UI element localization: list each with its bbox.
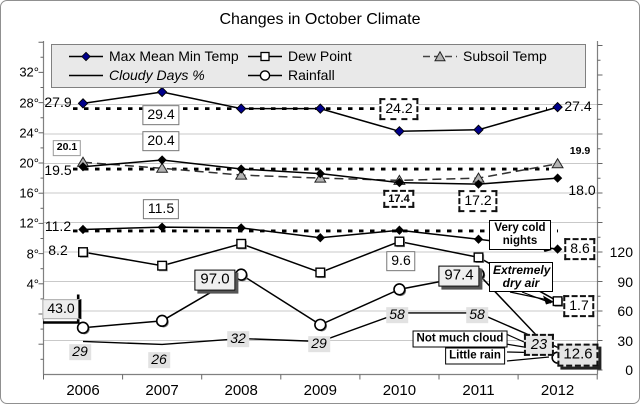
point-subsoil-temp-2008 [234,169,248,180]
legend-entry-label: Max Mean Min Temp [109,48,239,64]
point-rainfall-2010 [393,283,406,296]
point-min-temp-2009 [315,233,325,243]
leader-little-rain [506,356,550,362]
point-max-temp-2008 [235,103,247,114]
point-max-temp-2011 [473,124,484,136]
point-mean-temp-2010 [394,177,405,188]
chart-title: Changes in October Climate [219,11,421,28]
point-dew-point-2009 [315,267,326,278]
legend-entry-dew-point: Dew Point [247,48,352,64]
leader-not-much-cloud [505,343,525,348]
legend-entry-label: Cloudy Days % [109,67,205,83]
point-mean-temp-2011 [473,179,484,189]
point-dew-point-2010 [394,236,405,247]
legend-entry-subsoil-temp: Subsoil Temp [422,48,547,64]
chart-legend: Max Mean Min Temp Dew Point Subsoil Temp Cl… [51,44,586,88]
point-max-temp-2012 [552,101,563,113]
legend-entry-rainfall: Rainfall [247,67,335,83]
point-max-temp-2006 [77,98,89,109]
legend-square-marker-icon [248,51,282,61]
legend-entry-label: Dew Point [288,48,352,64]
point-mean-temp-2009 [315,168,325,179]
arrow-extremely-dry-air-head [543,295,554,305]
point-rainfall-2007 [155,314,169,328]
legend-entry-cloudy-days-: Cloudy Days % [68,67,205,83]
point-rainfall-2008 [235,268,248,281]
legend-entry-max-mean-min-temp: Max Mean Min Temp [68,48,239,64]
leader-not-much-cloud [505,333,525,343]
leader-little-rain [506,351,550,354]
point-dew-point-2008 [236,238,247,249]
legend-line-marker-icon [69,74,103,76]
point-min-temp-2012 [552,244,563,254]
legend-entry-label: Subsoil Temp [463,48,547,64]
point-min-temp-2007 [157,222,167,232]
point-rainfall-2012 [551,351,564,364]
point-max-temp-2007 [156,86,168,98]
legend-entry-label: Rainfall [288,67,335,83]
point-max-temp-2010 [394,126,405,137]
point-rainfall-2009 [314,318,327,331]
point-min-temp-2008 [236,223,246,233]
arrow-extremely-dry-air [509,291,549,301]
point-mean-temp-2006 [78,162,88,172]
point-min-temp-2011 [473,234,484,244]
point-rainfall-2006 [76,321,90,334]
point-mean-temp-2012 [552,173,563,183]
point-min-temp-2006 [78,224,88,235]
point-min-temp-2010 [394,225,405,235]
legend-triangle-marker-icon [423,50,457,61]
point-max-temp-2009 [315,103,326,114]
point-dew-point-2007 [157,260,168,271]
point-dew-point-2006 [77,247,88,258]
legend-diamond-marker-icon [69,51,103,61]
point-mean-temp-2007 [157,155,167,165]
point-dew-point-2011 [473,252,484,263]
point-dew-point-2012 [552,296,563,307]
point-subsoil-temp-2007 [155,162,169,173]
point-subsoil-temp-2012 [551,157,564,169]
point-mean-temp-2008 [236,164,246,174]
legend-circle-marker-icon [248,69,282,81]
point-rainfall-2011 [472,268,485,281]
